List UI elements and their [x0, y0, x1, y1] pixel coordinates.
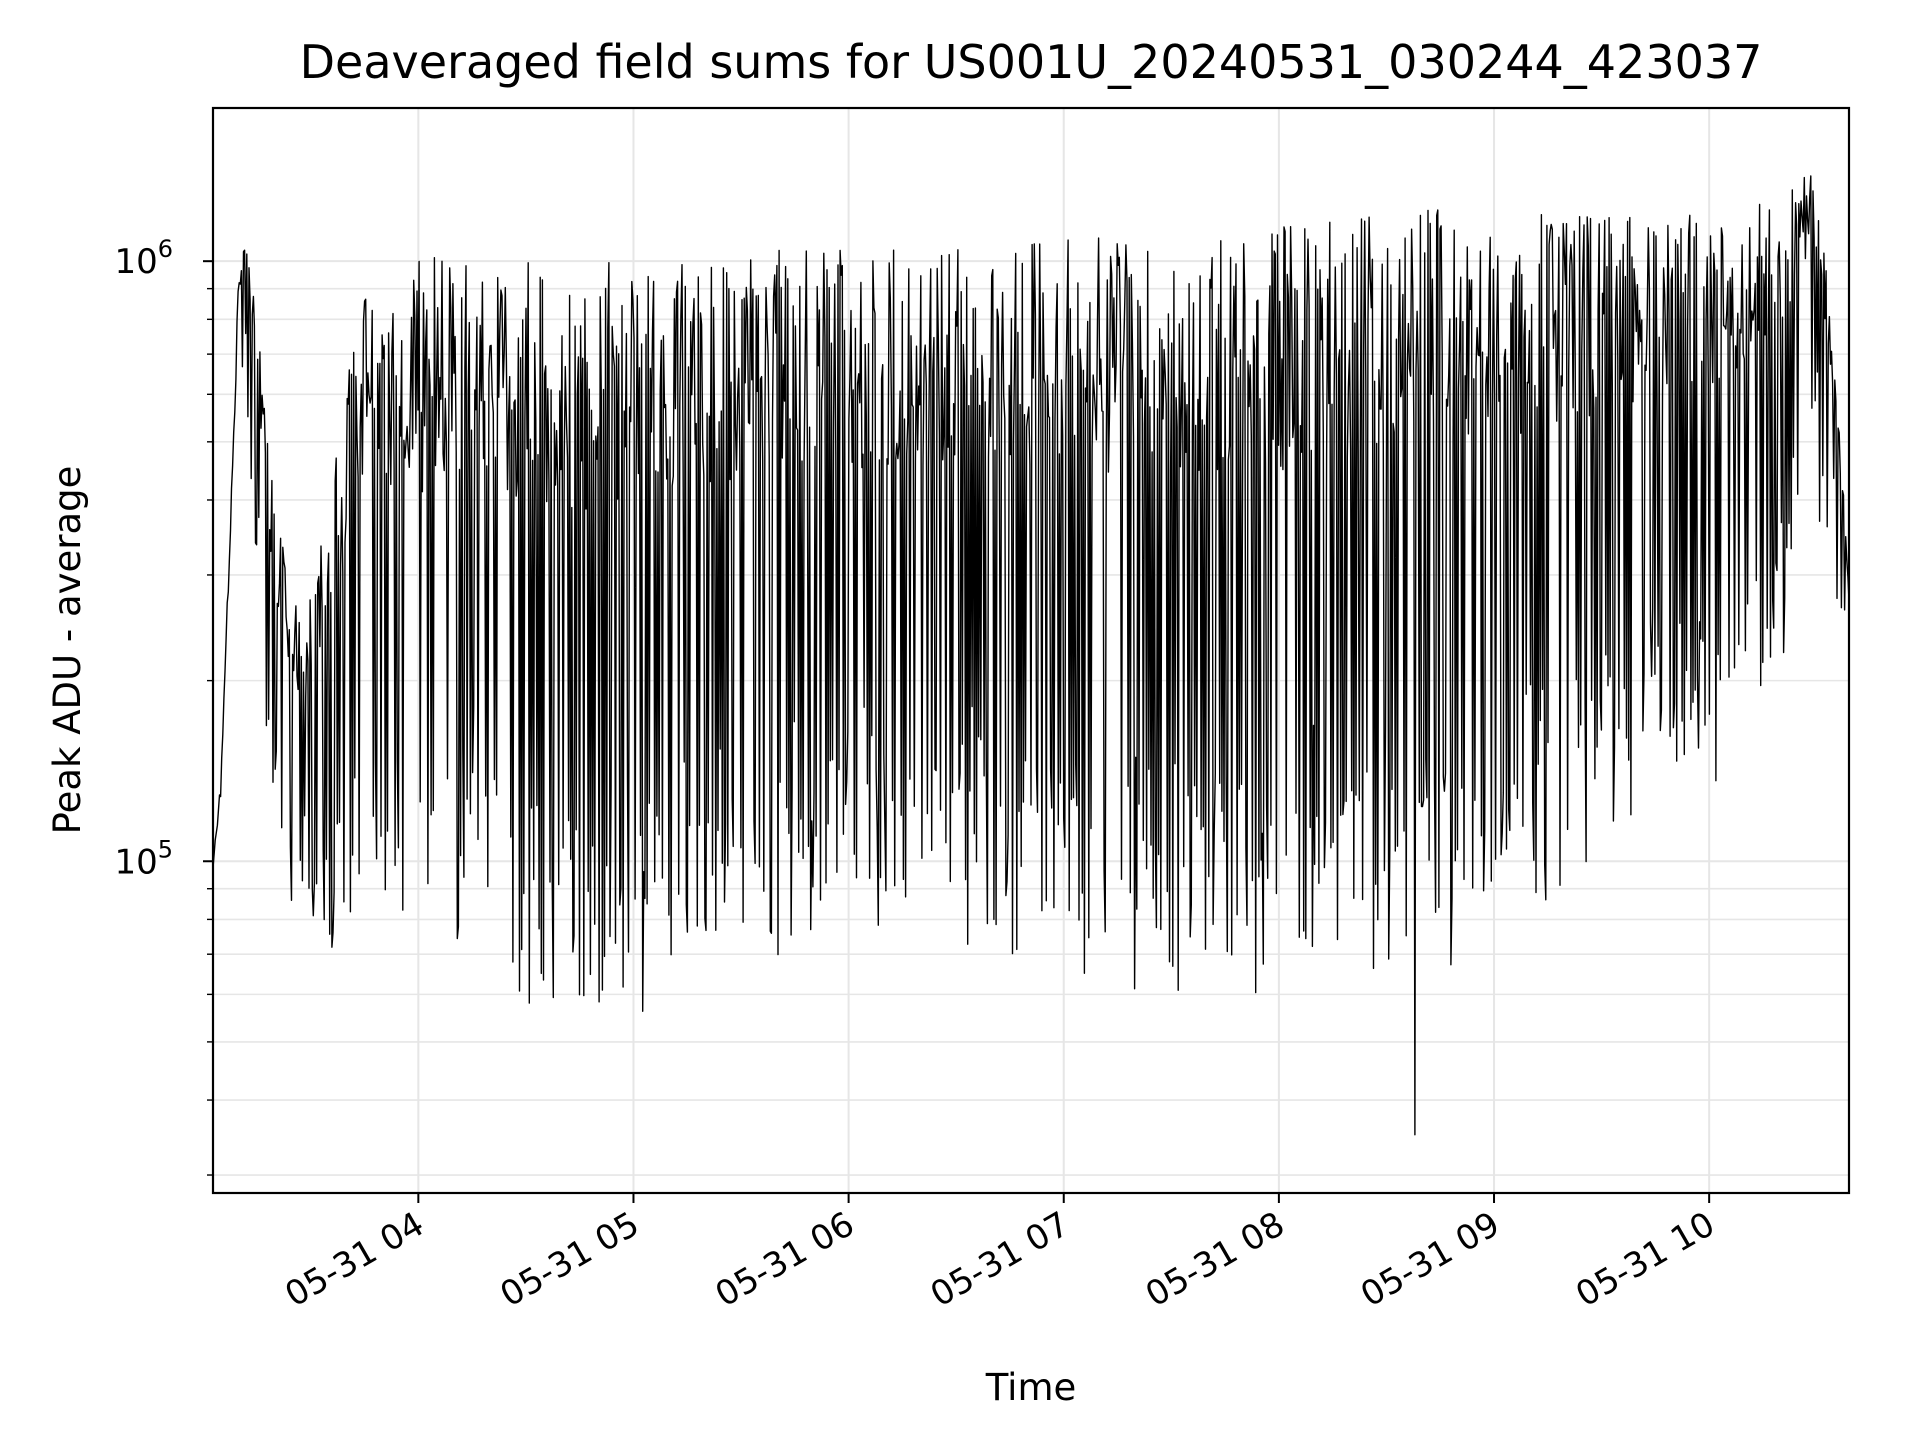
plot-frame [211, 106, 1851, 1195]
chart-title: Deaveraged field sums for US001U_2024053… [300, 35, 1763, 89]
y-axis: 105 106 [114, 235, 213, 1176]
series-line [213, 175, 1849, 1136]
y-axis-label: Peak ADU - average [46, 466, 89, 835]
x-axis-label: Time [985, 1366, 1077, 1409]
plot-area [213, 175, 1849, 1136]
y-tick-label: 106 [114, 235, 173, 282]
y-tick-label: 105 [114, 835, 173, 882]
